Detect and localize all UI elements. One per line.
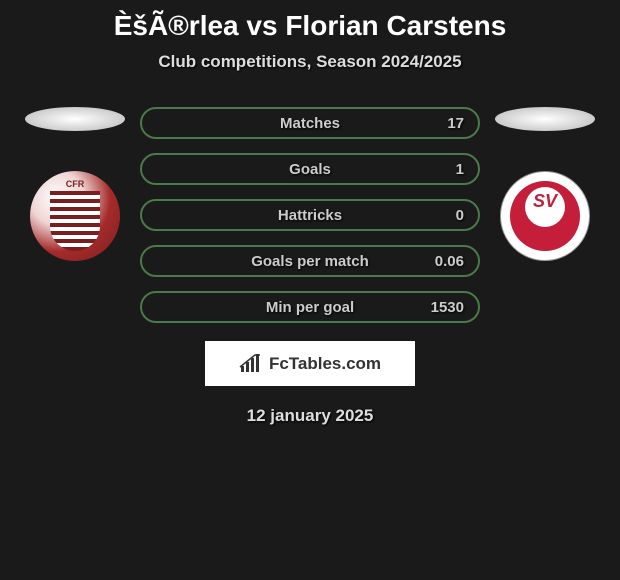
date-label: 12 january 2025	[0, 406, 620, 426]
team-badge-right: SV	[500, 171, 590, 261]
page-title: ÈšÃ®rlea vs Florian Carstens	[0, 10, 620, 42]
right-column: SV	[495, 107, 595, 261]
stat-row-goals-per-match: Goals per match 0.06	[140, 245, 480, 277]
stat-right-value: 1	[456, 161, 464, 178]
stat-right-value: 0.06	[435, 253, 464, 270]
stat-label: Matches	[280, 115, 340, 132]
stats-list: Matches 17 Goals 1 Hattricks 0 Goals per…	[140, 107, 480, 323]
stat-label: Min per goal	[266, 299, 354, 316]
content-row: CFR Matches 17 Goals 1 Hattricks 0 Goals	[0, 107, 620, 323]
stat-right-value: 17	[447, 115, 464, 132]
source-logo-text: FcTables.com	[269, 354, 381, 374]
stat-row-hattricks: Hattricks 0	[140, 199, 480, 231]
badge-right-code: SV	[533, 191, 557, 212]
badge-right-inner: SV	[510, 181, 580, 251]
left-column: CFR	[25, 107, 125, 261]
stat-right-value: 1530	[431, 299, 464, 316]
player-left-ellipse	[25, 107, 125, 131]
subtitle: Club competitions, Season 2024/2025	[0, 52, 620, 72]
comparison-container: ÈšÃ®rlea vs Florian Carstens Club compet…	[0, 0, 620, 436]
stat-row-min-per-goal: Min per goal 1530	[140, 291, 480, 323]
stat-row-goals: Goals 1	[140, 153, 480, 185]
player-right-ellipse	[495, 107, 595, 131]
team-badge-left: CFR	[30, 171, 120, 261]
badge-left-code: CFR	[66, 179, 85, 189]
stat-row-matches: Matches 17	[140, 107, 480, 139]
chart-icon	[239, 354, 263, 374]
source-logo-box: FcTables.com	[205, 341, 415, 386]
stat-label: Goals per match	[251, 253, 369, 270]
stat-right-value: 0	[456, 207, 464, 224]
stat-label: Goals	[289, 161, 331, 178]
stat-label: Hattricks	[278, 207, 342, 224]
